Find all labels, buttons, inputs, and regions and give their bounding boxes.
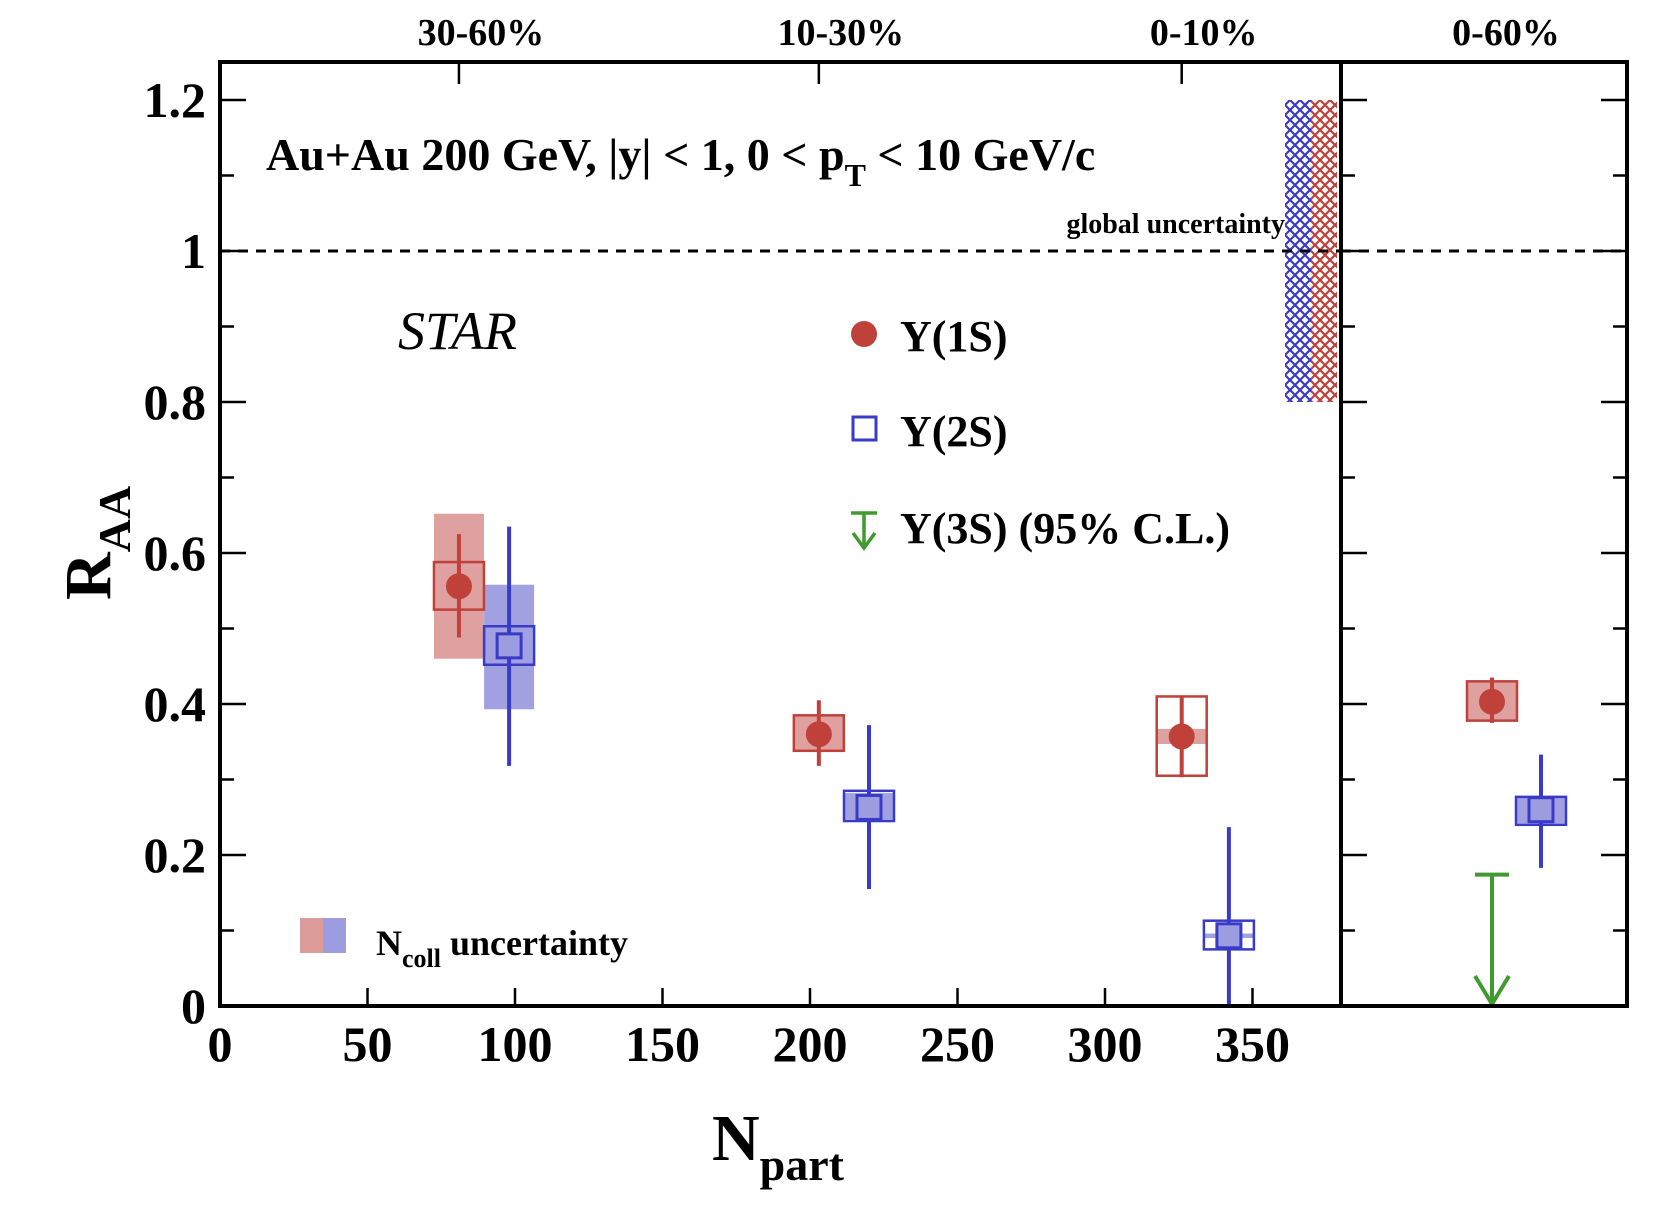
ncoll-swatch-red xyxy=(300,918,323,953)
plot-title-tail: < 10 GeV/c xyxy=(866,129,1095,180)
y1s-point-marker xyxy=(1168,723,1195,750)
x-tick-label: 0 xyxy=(208,1016,233,1072)
ncoll-bands xyxy=(433,513,1566,939)
centrality-label: 0-60% xyxy=(1452,12,1560,54)
x-tick-label: 250 xyxy=(920,1016,995,1072)
legend-item-3s: Υ(3S) (95% C.L.) xyxy=(851,504,1230,553)
x-tick-label: 150 xyxy=(625,1016,700,1072)
legend-label-1s: Υ(1S) xyxy=(900,312,1008,361)
legend-label-3s: Υ(3S) (95% C.L.) xyxy=(900,504,1230,553)
plot-title-main: Au+Au 200 GeV, |y| < 1, 0 < p xyxy=(266,129,845,180)
y-axis-title-sub: AA xyxy=(89,486,140,552)
y-tick-label: 0.4 xyxy=(144,676,207,732)
x-tick-label: 350 xyxy=(1215,1016,1290,1072)
x-tick-label: 200 xyxy=(773,1016,848,1072)
ncoll-legend-label: Ncoll uncertainty xyxy=(376,923,628,973)
ncoll-label-main: N xyxy=(376,923,402,963)
y1s-point-marker xyxy=(805,721,832,748)
y1s-integrated-point-marker xyxy=(1479,688,1505,715)
y2s-point-marker xyxy=(1215,922,1243,950)
x-tick-label: 50 xyxy=(343,1016,393,1072)
legend-item-2s: Υ(2S) xyxy=(851,407,1008,456)
y-tick-label: 0 xyxy=(181,978,206,1034)
legend-marker-down-arrow xyxy=(851,511,877,551)
y2s-integrated-point-marker xyxy=(1527,796,1555,824)
legend-label-2s: Υ(2S) xyxy=(900,407,1008,456)
right-panel-frame xyxy=(1339,60,1629,1008)
y1s-point-marker xyxy=(445,573,472,600)
x-tick-label: 300 xyxy=(1068,1016,1143,1072)
y2s-point-marker xyxy=(495,632,523,660)
centrality-labels: 30-60% 10-30% 0-10% 0-60% xyxy=(418,12,1560,54)
ncoll-label-tail: uncertainty xyxy=(441,923,628,963)
legend-item-1s: Υ(1S) xyxy=(851,312,1008,361)
legend: Υ(1S) Υ(2S) Υ(3S) (95% C.L.) xyxy=(851,312,1230,553)
y-tick-label: 1.2 xyxy=(144,72,207,128)
y-axis-title-main: R xyxy=(52,551,125,600)
systematic-boxes xyxy=(432,560,1568,951)
global-uncertainty-bands xyxy=(1285,100,1337,402)
ncoll-legend: Ncoll uncertainty xyxy=(300,918,628,973)
y2s-point-marker xyxy=(855,793,883,821)
y-tick-label: 0.2 xyxy=(144,827,207,883)
centrality-label: 30-60% xyxy=(418,12,545,54)
y-tick-label: 0.6 xyxy=(144,525,207,581)
axis-ticks xyxy=(218,62,1627,1008)
x-axis-title: Npart xyxy=(712,1102,845,1190)
legend-marker-filled-circle xyxy=(851,321,877,347)
axes-frame xyxy=(218,60,1629,1008)
ncoll-label-sub: coll xyxy=(402,944,441,973)
x-axis-title-sub: part xyxy=(760,1139,845,1190)
x-axis-title-main: N xyxy=(712,1102,760,1175)
ncoll-swatch-blue xyxy=(323,918,346,953)
global-uncertainty-label: global uncertainty xyxy=(1066,209,1285,240)
experiment-label: STAR xyxy=(398,301,517,361)
y-tick-label: 1 xyxy=(181,223,206,279)
y-axis-title: RAA xyxy=(52,486,140,600)
axis-tick-labels: 0 50 100 150 200 250 300 350 0 0.2 0.4 0.6 0.8 1 1.2 xyxy=(144,72,1291,1072)
plot-title-sub: T xyxy=(845,157,866,193)
plot-title: Au+Au 200 GeV, |y| < 1, 0 < pT < 10 GeV/… xyxy=(266,129,1095,193)
data-markers xyxy=(445,573,1555,1008)
y-tick-label: 0.8 xyxy=(144,374,207,430)
legend-marker-open-square xyxy=(851,415,878,442)
x-tick-label: 100 xyxy=(478,1016,553,1072)
centrality-label: 0-10% xyxy=(1150,12,1258,54)
centrality-label: 10-30% xyxy=(778,12,905,54)
